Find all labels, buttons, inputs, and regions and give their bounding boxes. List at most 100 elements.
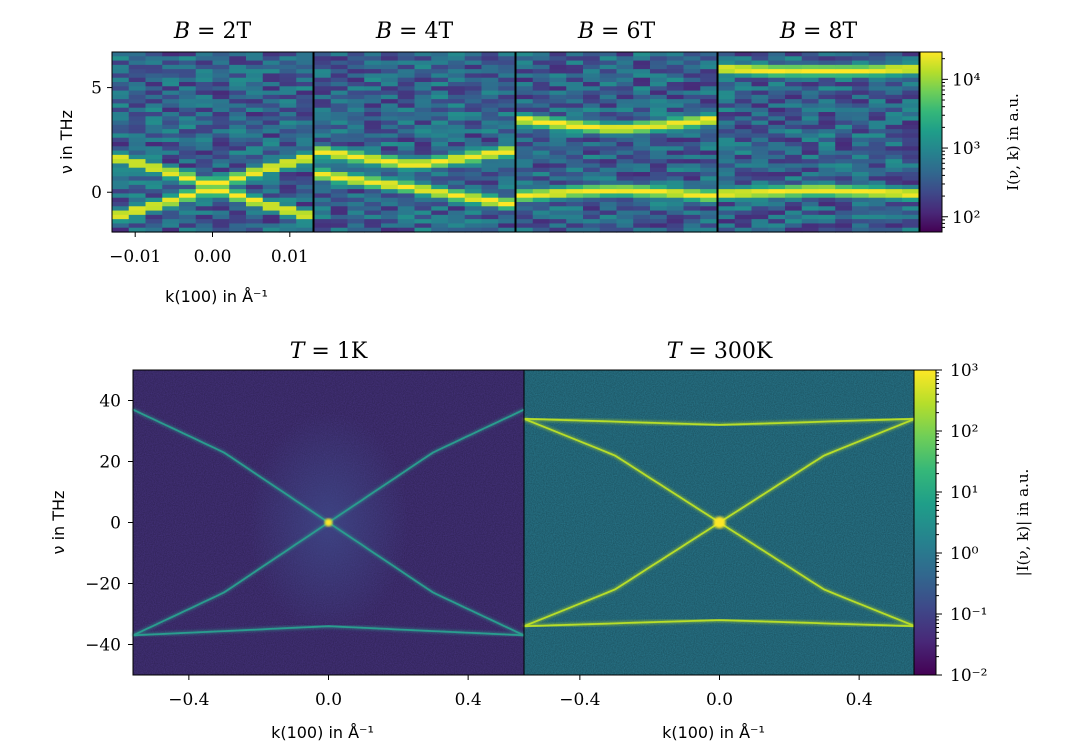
heatmap-cell (128, 73, 147, 79)
heatmap-cell (246, 163, 264, 169)
heatmap-cell (397, 103, 416, 109)
heatmap-cell (229, 159, 247, 165)
heatmap-cell (498, 69, 516, 75)
heatmap-cell (818, 180, 836, 186)
heatmap-cell (785, 73, 803, 79)
heatmap-cell (868, 124, 887, 130)
title-symbol: B (375, 19, 392, 44)
heatmap-cell (835, 120, 853, 126)
heatmap-cell (633, 193, 651, 199)
heatmap-cell (852, 94, 870, 100)
heatmap-cell (498, 64, 516, 70)
subplot-title: B = 4T (375, 19, 454, 44)
y-axis-label: ν in THz (49, 491, 68, 555)
heatmap-cell (246, 223, 264, 229)
heatmap-cell (650, 56, 668, 62)
heatmap-cell (314, 77, 332, 83)
heatmap-cell (464, 133, 483, 139)
heatmap-cell (785, 64, 803, 70)
heatmap-cell (566, 77, 584, 83)
heatmap-cell (818, 167, 836, 173)
heatmap-cell (566, 150, 584, 156)
heatmap-cell (179, 210, 197, 216)
heatmap-cell (381, 52, 399, 57)
heatmap-cell (616, 206, 634, 212)
heatmap-cell (599, 56, 618, 62)
heatmap-cell (549, 73, 567, 79)
heatmap-cell (616, 82, 634, 87)
heatmap-cell (532, 142, 551, 147)
x-axis-label: k(100) in Å⁻¹ (165, 287, 268, 306)
heatmap-cell (179, 214, 197, 220)
heatmap-cell (431, 64, 449, 70)
heatmap-cell (852, 120, 870, 126)
heatmap-cell (516, 227, 534, 233)
heatmap-cell (683, 116, 701, 122)
heatmap-cell (397, 206, 416, 212)
heatmap-cell (616, 142, 634, 147)
heatmap-cell (112, 206, 130, 212)
heatmap-cell (296, 60, 314, 66)
heatmap-cell (162, 176, 180, 182)
heatmap-cell (414, 159, 432, 165)
heatmap-cell (347, 107, 365, 113)
heatmap-cell (633, 107, 651, 113)
heatmap-cell (734, 214, 753, 220)
heatmap-cell (314, 129, 332, 135)
heatmap-cell (145, 82, 163, 87)
heatmap-cell (145, 167, 163, 173)
heatmap-cell (852, 90, 870, 96)
heatmap-cell (532, 172, 551, 177)
heatmap-cell (818, 142, 836, 147)
heatmap-cell (768, 94, 786, 100)
heatmap-subplot-1: B = 2T (111, 19, 314, 233)
heatmap-cell (414, 189, 432, 195)
heatmap-cell (666, 193, 685, 199)
heatmap-cell (464, 214, 483, 220)
heatmap-cell (700, 202, 718, 207)
heatmap-cell (583, 82, 601, 87)
heatmap-cell (464, 69, 483, 75)
heatmap-cell (666, 180, 685, 186)
heatmap-cell (583, 142, 601, 147)
heatmap-cell (498, 99, 516, 105)
heatmap-cell (464, 90, 483, 96)
heatmap-cell (718, 159, 736, 165)
heatmap-cell (212, 146, 230, 152)
heatmap-cell (549, 52, 567, 57)
heatmap-cell (718, 124, 736, 130)
heatmap-cell (666, 172, 685, 177)
heatmap-cell (347, 64, 365, 70)
heatmap-cell (549, 133, 567, 139)
heatmap-cell (666, 82, 685, 87)
heatmap-cell (212, 172, 230, 177)
heatmap-cell (818, 197, 836, 203)
heatmap-cell (868, 150, 887, 156)
heatmap-cell (481, 167, 499, 173)
heatmap-cell (868, 206, 887, 212)
bottom-figure: T = 1K−0.4 0.0 0.4k(100) in Å⁻¹T = 300K−0.… (49, 339, 1032, 742)
heatmap-cell (583, 94, 601, 100)
heatmap-cell (195, 116, 214, 122)
title-symbol: B (173, 19, 190, 44)
heatmap-cell (262, 77, 281, 83)
heatmap-cell (279, 129, 297, 135)
heatmap-cell (195, 124, 214, 130)
heatmap-cell (145, 107, 163, 113)
heatmap-cell (549, 210, 567, 216)
heatmap-cell (885, 202, 903, 207)
heatmap-cell (768, 73, 786, 79)
heatmap-cell (448, 154, 466, 160)
subplot-title: B = 8T (779, 19, 858, 44)
heatmap-cell (633, 129, 651, 135)
heatmap-cell (549, 146, 567, 152)
heatmap-cell (801, 137, 820, 143)
heatmap-cell (347, 99, 365, 105)
heatmap-cell (448, 223, 466, 229)
heatmap-cell (616, 99, 634, 105)
heatmap-cell (566, 86, 584, 92)
heatmap-cell (162, 146, 180, 152)
heatmap-cell (566, 202, 584, 207)
heatmap-cell (734, 82, 753, 87)
heatmap-cell (616, 172, 634, 177)
